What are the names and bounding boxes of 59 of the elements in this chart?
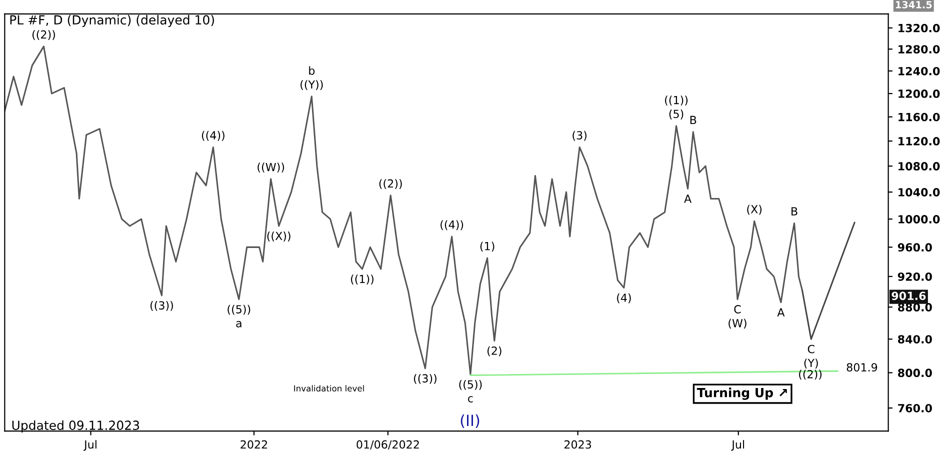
annotation: A <box>684 194 692 203</box>
annotation: Updated 09.11.2023 <box>12 420 140 432</box>
annotation: (II) <box>460 414 480 428</box>
annotation: (X) <box>747 204 762 215</box>
x-tick-label: Jul <box>731 440 744 451</box>
y-tick-label: 1000.0 <box>898 215 940 224</box>
y-tick-label: 1040.0 <box>898 188 940 196</box>
y-tick-label: 840.0 <box>898 335 932 344</box>
annotation: ((3)) <box>150 301 173 311</box>
annotation: B <box>690 116 696 124</box>
annotation: ((5)) <box>228 304 250 315</box>
y-tick-label: 920.0 <box>898 272 932 281</box>
y-tick-label: 880.0 <box>898 303 932 312</box>
y-tick-label: 1200.0 <box>898 90 940 98</box>
annotation: C <box>808 344 814 354</box>
annotation: 801.9 <box>846 363 878 372</box>
x-tick-label: 2022 <box>240 440 268 449</box>
text: 901.6 <box>892 292 926 300</box>
annotation: ((2)) <box>379 179 402 189</box>
y-tick-label: 960.0 <box>898 243 932 252</box>
x-tick-label: Jul <box>83 440 96 451</box>
annotation: (1) <box>480 242 494 252</box>
annotation: (4) <box>617 293 631 304</box>
annotation: (W) <box>728 318 746 329</box>
annotation: ((X)) <box>267 232 290 242</box>
annotation: (Y) <box>804 358 818 368</box>
annotation: (2) <box>487 346 502 356</box>
y-tick-label: 1320.0 <box>898 24 940 32</box>
annotation: Turning Up ↗ <box>696 388 787 400</box>
chart-title: PL #F, D (Dynamic) (delayed 10) <box>10 14 214 28</box>
y-tick-label: 800.0 <box>898 368 932 378</box>
annotation: B <box>792 207 798 216</box>
annotation: ((4)) <box>202 130 224 141</box>
annotation: ((1)) <box>665 96 688 106</box>
annotation: ((2)) <box>32 30 55 40</box>
annotation: A <box>777 308 785 316</box>
annotation: b <box>309 66 315 75</box>
annotation: ((5)) <box>459 380 482 390</box>
x-tick-label: 01/06/2022 <box>356 440 419 450</box>
y-tick-label: 1240.0 <box>898 66 940 76</box>
annotation: ((2)) <box>799 370 822 380</box>
annotation: C <box>734 305 741 314</box>
y-tick-label: 1160.0 <box>898 112 940 122</box>
annotation: ((1)) <box>350 274 374 284</box>
x-tick-label: 2023 <box>564 440 592 449</box>
annotation: ((4)) <box>440 220 464 230</box>
annotation: a <box>236 320 242 328</box>
text: 1341.5 <box>896 1 932 8</box>
y-tick-label: 1280.0 <box>898 45 940 54</box>
annotation: c <box>468 396 473 402</box>
annotation: (3) <box>572 130 586 141</box>
annotation: Invalidation level <box>294 385 364 392</box>
y-tick-label: 1080.0 <box>898 162 940 170</box>
y-tick-label: 760.0 <box>898 404 932 412</box>
y-tick-label: 1120.0 <box>898 137 940 146</box>
annotation: (5) <box>669 110 684 120</box>
annotation: ((Y)) <box>300 80 323 90</box>
annotation: ((3)) <box>414 374 436 384</box>
annotation: ((W)) <box>258 162 284 173</box>
